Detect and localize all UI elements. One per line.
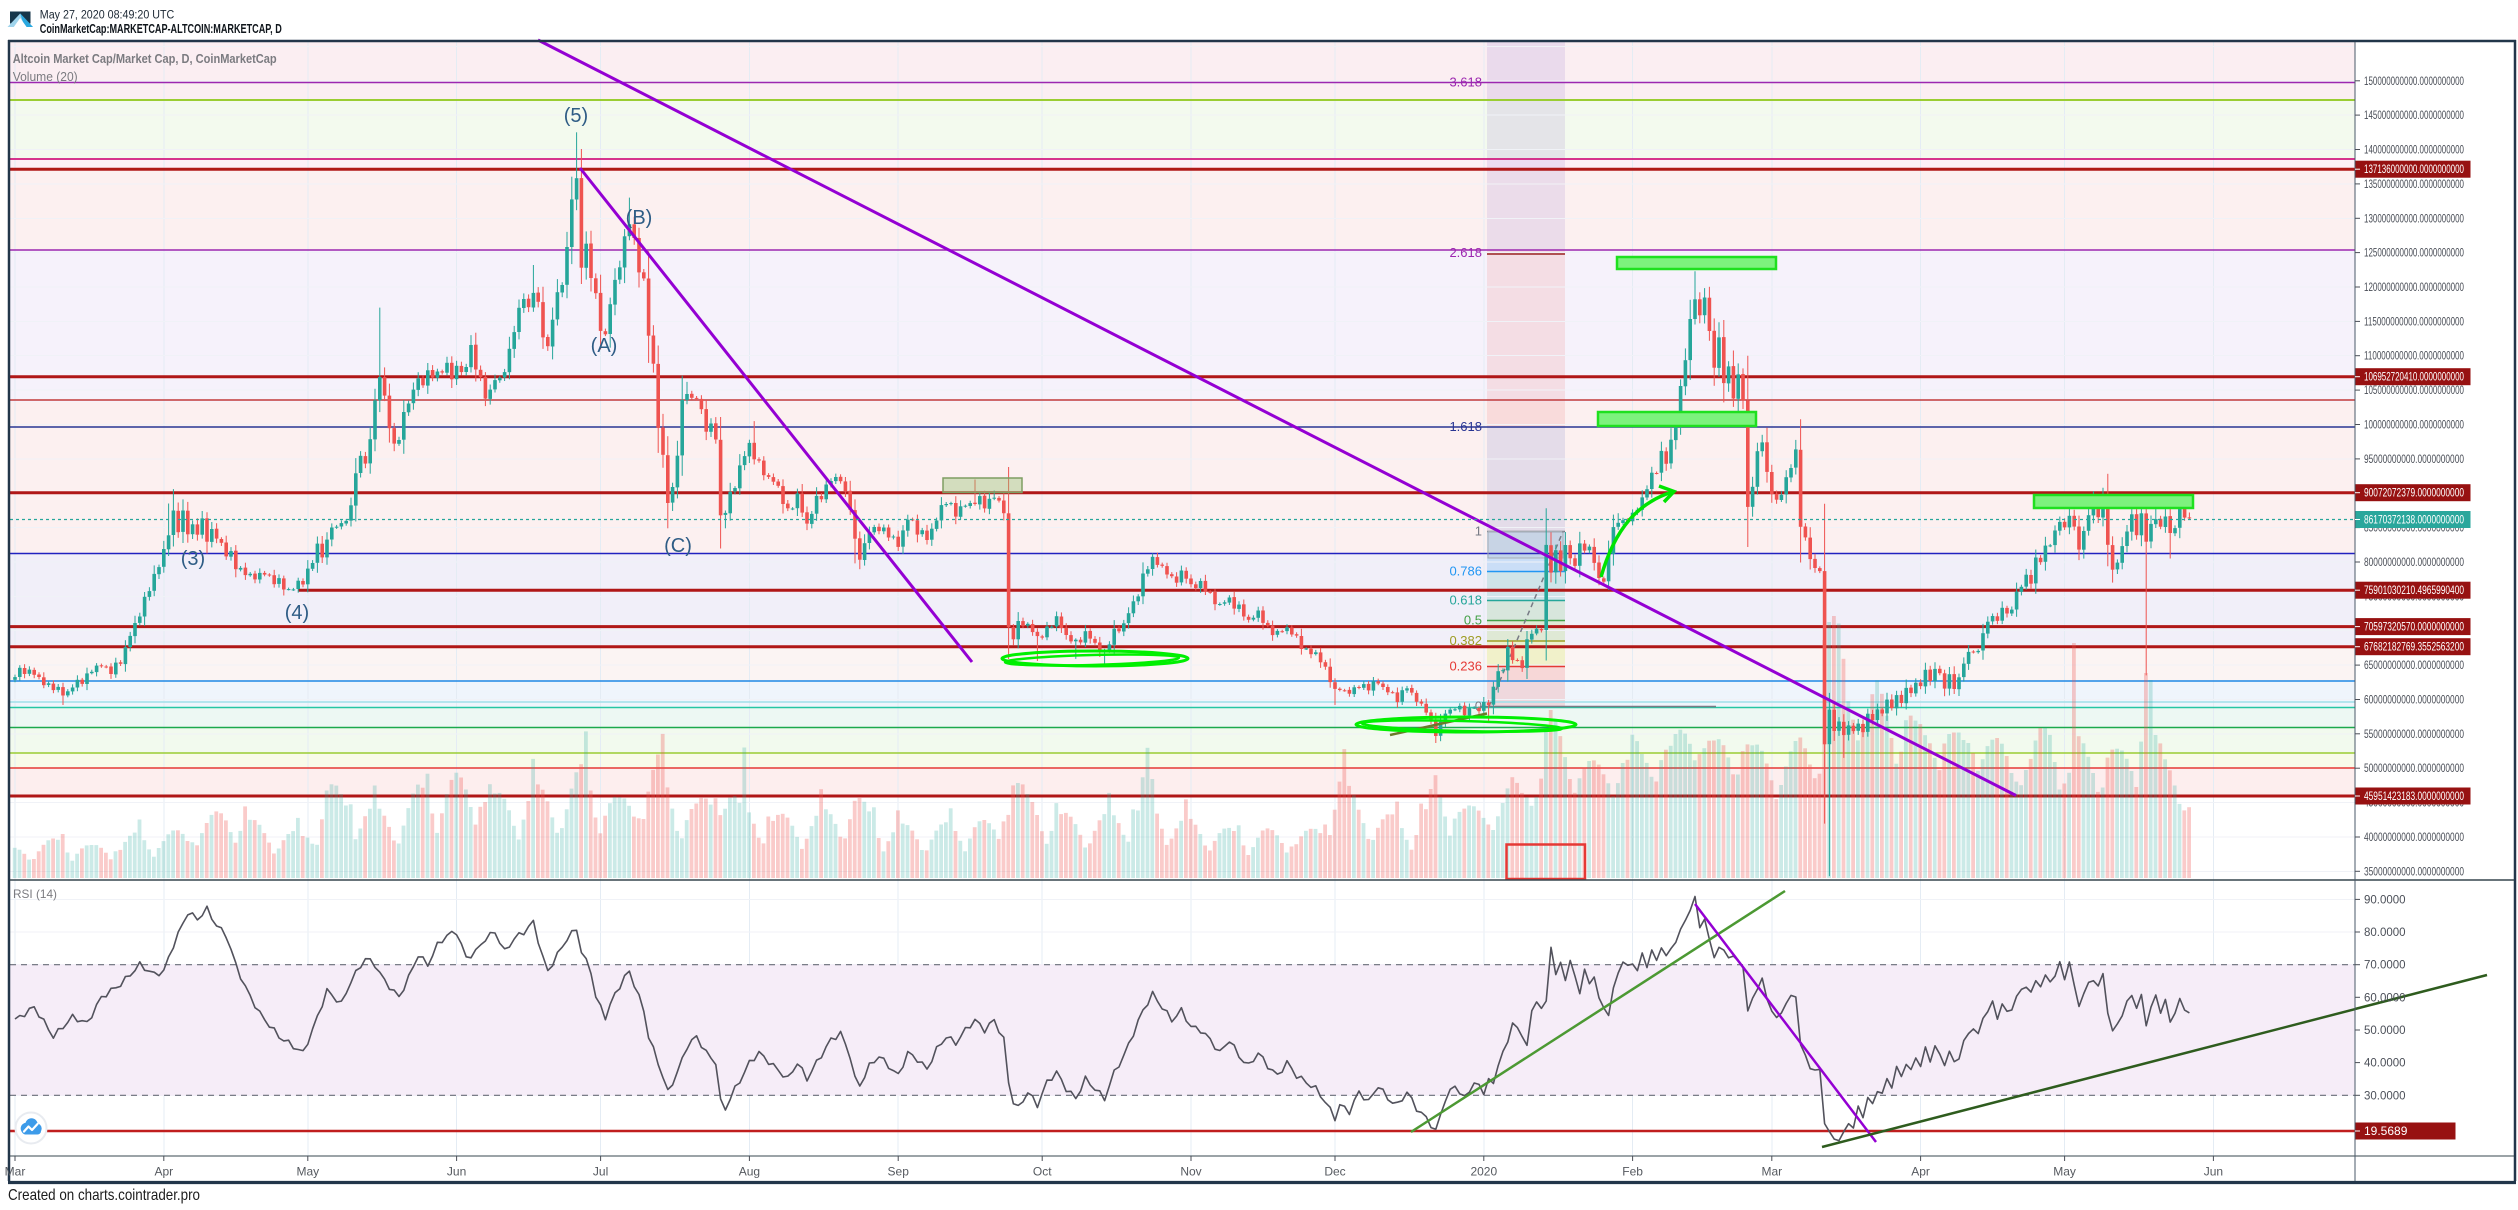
svg-text:3.618: 3.618 [1449,75,1482,90]
svg-text:130000000000.0000000000: 130000000000.0000000000 [2364,211,2464,225]
svg-text:Feb: Feb [1622,1165,1643,1179]
svg-text:0.5: 0.5 [1464,613,1482,628]
svg-text:(A): (A) [591,335,618,357]
svg-text:RSI (14): RSI (14) [13,887,57,901]
svg-text:Oct: Oct [1033,1165,1052,1179]
svg-text:55000000000.0000000000: 55000000000.0000000000 [2364,727,2464,741]
svg-text:2.618: 2.618 [1449,245,1482,260]
svg-text:Apr: Apr [1911,1165,1930,1179]
svg-text:2020: 2020 [1470,1165,1497,1179]
svg-text:145000000000.0000000000: 145000000000.0000000000 [2364,108,2464,122]
svg-text:60.0000: 60.0000 [2364,992,2406,1004]
svg-text:106952720410.0000000000: 106952720410.0000000000 [2364,370,2464,384]
svg-text:80.0000: 80.0000 [2364,927,2406,939]
svg-text:0.236: 0.236 [1449,659,1482,674]
svg-text:86170372138.0000000000: 86170372138.0000000000 [2364,513,2464,527]
svg-text:Created on charts.cointrader.p: Created on charts.cointrader.pro [8,1187,200,1204]
svg-text:Sep: Sep [888,1165,910,1179]
svg-text:Jun: Jun [2204,1165,2223,1179]
svg-text:40.0000: 40.0000 [2364,1058,2406,1070]
svg-text:137136000000.0000000000: 137136000000.0000000000 [2364,162,2464,176]
svg-text:1: 1 [1475,524,1482,539]
svg-text:105000000000.0000000000: 105000000000.0000000000 [2364,383,2464,397]
svg-text:(C): (C) [664,535,692,557]
svg-text:140000000000.0000000000: 140000000000.0000000000 [2364,143,2464,157]
svg-text:40000000000.0000000000: 40000000000.0000000000 [2364,830,2464,844]
svg-text:19.5689: 19.5689 [2364,1124,2408,1138]
svg-text:May 27, 2020 08:49:20 UTC: May 27, 2020 08:49:20 UTC [40,9,175,21]
svg-text:90.0000: 90.0000 [2364,894,2406,906]
svg-text:135000000000.0000000000: 135000000000.0000000000 [2364,177,2464,191]
svg-text:Aug: Aug [739,1165,760,1179]
svg-text:70597320570.0000000000: 70597320570.0000000000 [2364,620,2464,634]
svg-text:50.0000: 50.0000 [2364,1025,2406,1037]
svg-text:150000000000.0000000000: 150000000000.0000000000 [2364,74,2464,88]
svg-text:May: May [2053,1165,2076,1179]
svg-text:65000000000.0000000000: 65000000000.0000000000 [2364,658,2464,672]
svg-text:(4): (4) [285,602,309,624]
svg-text:Jun: Jun [447,1165,466,1179]
svg-text:75901030210.4965990400: 75901030210.4965990400 [2364,583,2464,597]
svg-text:90072072379.0000000000: 90072072379.0000000000 [2364,486,2464,500]
svg-text:0: 0 [1475,699,1482,714]
svg-text:May: May [296,1165,319,1179]
svg-text:CoinMarketCap:MARKETCAP-ALTCOI: CoinMarketCap:MARKETCAP-ALTCOIN:MARKETCA… [40,22,282,36]
svg-text:0.618: 0.618 [1449,593,1482,608]
svg-text:Nov: Nov [1180,1165,1201,1179]
svg-text:100000000000.0000000000: 100000000000.0000000000 [2364,418,2464,432]
svg-text:120000000000.0000000000: 120000000000.0000000000 [2364,280,2464,294]
svg-text:Dec: Dec [1324,1165,1345,1179]
svg-text:Altcoin Market Cap/Market Cap,: Altcoin Market Cap/Market Cap, D, CoinMa… [13,51,277,66]
svg-text:80000000000.0000000000: 80000000000.0000000000 [2364,555,2464,569]
svg-text:Jul: Jul [593,1165,608,1179]
svg-text:70.0000: 70.0000 [2364,960,2406,972]
svg-text:(5): (5) [564,105,588,127]
svg-text:(3): (3) [181,548,205,570]
svg-text:Volume (20): Volume (20) [13,69,78,84]
svg-text:35000000000.0000000000: 35000000000.0000000000 [2364,864,2464,878]
svg-text:125000000000.0000000000: 125000000000.0000000000 [2364,246,2464,260]
svg-text:30.0000: 30.0000 [2364,1090,2406,1102]
svg-text:67682182769.3552563200: 67682182769.3552563200 [2364,640,2464,654]
svg-text:Apr: Apr [154,1165,173,1179]
svg-text:115000000000.0000000000: 115000000000.0000000000 [2364,314,2464,328]
svg-text:Mar: Mar [5,1165,26,1179]
svg-text:0.382: 0.382 [1449,633,1482,648]
svg-text:0.786: 0.786 [1449,564,1482,579]
svg-text:60000000000.0000000000: 60000000000.0000000000 [2364,693,2464,707]
svg-text:45951423183.0000000000: 45951423183.0000000000 [2364,789,2464,803]
svg-text:(B): (B) [626,207,653,229]
svg-text:1.618: 1.618 [1449,419,1482,434]
svg-text:95000000000.0000000000: 95000000000.0000000000 [2364,452,2464,466]
svg-text:50000000000.0000000000: 50000000000.0000000000 [2364,761,2464,775]
svg-text:110000000000.0000000000: 110000000000.0000000000 [2364,349,2464,363]
svg-text:Mar: Mar [1761,1165,1782,1179]
